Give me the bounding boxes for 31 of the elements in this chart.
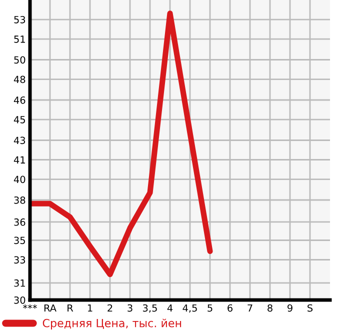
x-tick-label: *** bbox=[23, 304, 37, 309]
x-tick-label: 2 bbox=[108, 304, 112, 312]
x-tick-label: 5 bbox=[208, 304, 212, 312]
x-tick-label: 6 bbox=[228, 304, 232, 312]
y-tick-label: 50 bbox=[14, 56, 26, 64]
x-tick-label: 4,5 bbox=[182, 304, 197, 313]
x-tick-label: 8 bbox=[268, 304, 272, 312]
y-tick-label: 45 bbox=[14, 116, 25, 124]
y-tick-label: 40 bbox=[14, 176, 26, 184]
x-tick-label: 7 bbox=[248, 304, 252, 312]
y-tick-label: 33 bbox=[14, 256, 26, 264]
y-tick-label: 43 bbox=[14, 136, 26, 144]
legend-label: Средняя Цена, тыс. йен bbox=[42, 318, 182, 330]
x-tick-label: 4 bbox=[167, 304, 173, 312]
x-tick-label: S bbox=[308, 304, 313, 312]
x-tick-label: 3 bbox=[128, 304, 132, 312]
x-tick-label: 1 bbox=[88, 304, 92, 312]
y-tick-label: 51 bbox=[14, 36, 25, 43]
y-tick-label: 46 bbox=[14, 96, 26, 104]
y-tick-label: 53 bbox=[14, 16, 26, 24]
y-tick-label: 31 bbox=[14, 279, 25, 287]
y-tick-label: 35 bbox=[14, 236, 25, 244]
y-tick-label: 48 bbox=[14, 76, 26, 84]
x-tick-label: 9 bbox=[288, 304, 292, 312]
x-tick-label: R bbox=[68, 304, 74, 312]
y-tick-label: 36 bbox=[14, 218, 26, 226]
x-tick-label: 3,5 bbox=[143, 304, 157, 313]
y-tick-label: 38 bbox=[14, 196, 26, 204]
x-tick-label: RA bbox=[44, 304, 56, 312]
y-tick-label: 30 bbox=[14, 296, 26, 304]
y-tick-label: 41 bbox=[14, 156, 25, 164]
